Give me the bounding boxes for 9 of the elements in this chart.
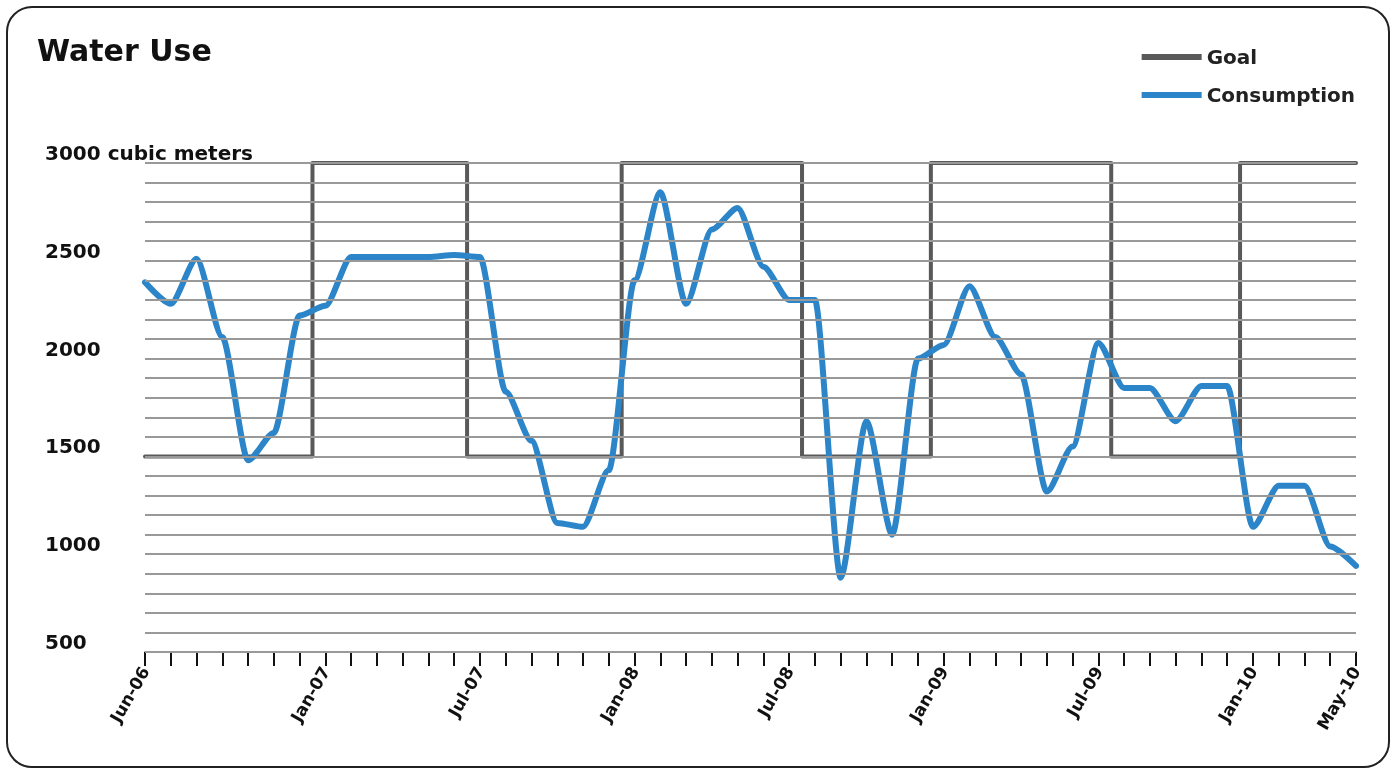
y-tick-label: 1500	[45, 434, 101, 459]
legend-label: Goal	[1206, 45, 1258, 69]
y-tick-label: 2000	[45, 336, 101, 361]
legend-label: Consumption	[1206, 83, 1356, 107]
chart-title: Water Use	[37, 32, 212, 68]
y-tick-label: 500	[45, 630, 87, 654]
y-tick-label: 1000	[45, 532, 101, 557]
y-tick-label: 2500	[45, 238, 101, 263]
y-tick-label: 3000 cubic meters	[45, 141, 254, 165]
